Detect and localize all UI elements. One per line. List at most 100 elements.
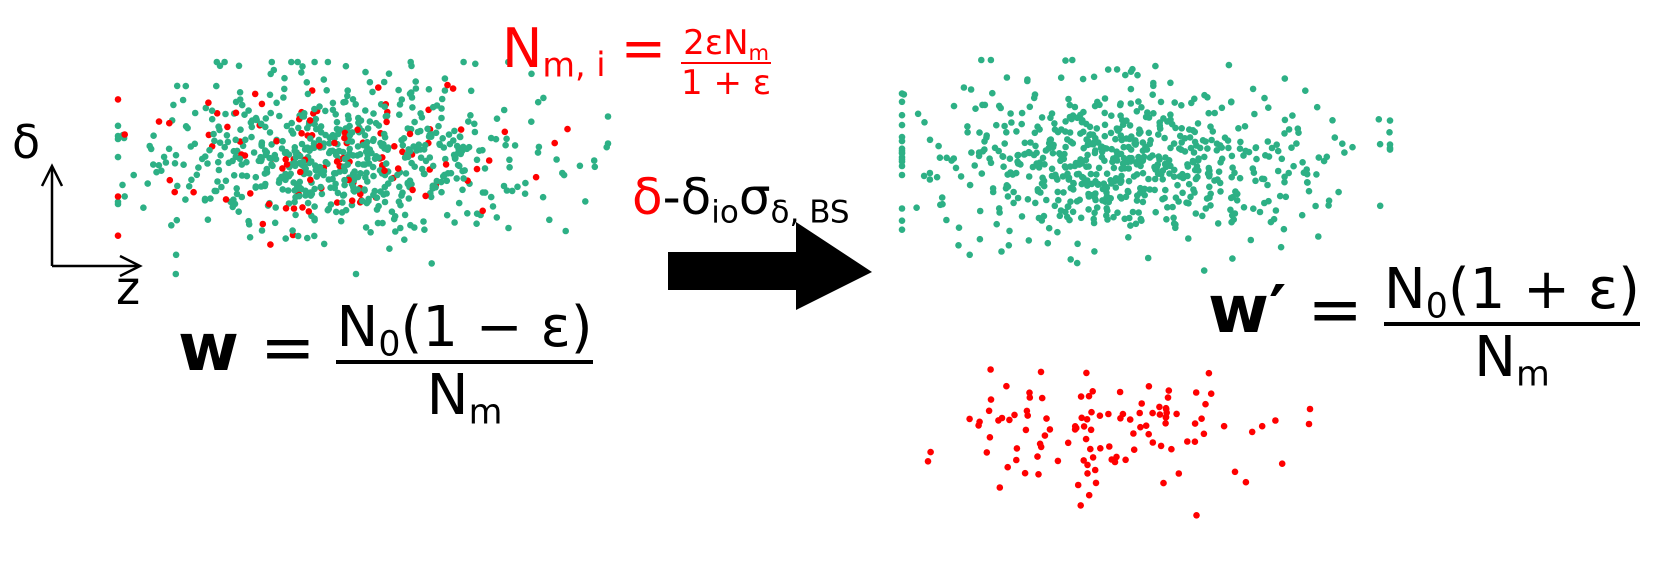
- inside-particle: [1133, 171, 1141, 178]
- inside-particle: [182, 196, 189, 203]
- inside-particle: [216, 139, 224, 146]
- inside-particle: [1098, 148, 1106, 156]
- inside-particle: [172, 270, 180, 278]
- inside-particle: [989, 89, 996, 97]
- inside-particle: [291, 198, 298, 206]
- inside-particle: [222, 177, 230, 185]
- inside-particle: [1268, 144, 1276, 152]
- inside-particle: [560, 171, 568, 179]
- right-eq-equals: =: [1307, 271, 1363, 348]
- inside-particle: [1273, 141, 1280, 148]
- inside-particle: [446, 140, 454, 148]
- inside-particle: [404, 125, 412, 132]
- inside-particle: [1189, 157, 1197, 165]
- inside-particle: [534, 98, 542, 106]
- inside-particle: [471, 128, 479, 136]
- inside-particle: [215, 166, 223, 174]
- outside-particle: [1054, 457, 1062, 465]
- outside-particle: [1084, 470, 1091, 477]
- inside-particle: [1113, 66, 1121, 73]
- inside-particle: [1103, 170, 1111, 177]
- outside-particle: [1116, 388, 1124, 396]
- inside-particle: [366, 78, 374, 86]
- inside-particle: [271, 219, 279, 227]
- inside-particle: [414, 128, 422, 136]
- inside-particle: [1001, 140, 1008, 147]
- inside-particle: [473, 156, 481, 164]
- inside-particle: [330, 170, 338, 177]
- inside-particle: [380, 78, 388, 86]
- inside-particle: [359, 141, 367, 149]
- inside-particle: [1169, 203, 1176, 211]
- inside-particle: [1185, 235, 1192, 242]
- inside-particle: [381, 134, 389, 141]
- inside-particle: [1145, 175, 1152, 183]
- inside-particle: [966, 181, 974, 189]
- outside-particle: [986, 434, 994, 441]
- inside-particle: [287, 170, 295, 178]
- inside-particle: [1224, 137, 1232, 144]
- inside-particle: [1127, 100, 1135, 107]
- inside-particle: [331, 184, 339, 192]
- inside-particle: [950, 102, 958, 110]
- inside-particle: [467, 112, 474, 119]
- inside-particle: [1062, 143, 1069, 151]
- inside-particle: [1216, 179, 1224, 187]
- inside-particle: [339, 148, 347, 156]
- top-eq-equals: =: [620, 17, 666, 80]
- inside-particle: [355, 119, 362, 127]
- inside-particle: [363, 169, 370, 177]
- inside-particle: [295, 192, 303, 200]
- inside-particle: [1305, 187, 1313, 195]
- inside-particle: [1253, 155, 1260, 163]
- inside-particle: [1006, 155, 1014, 162]
- inside-particle: [382, 113, 390, 120]
- inside-particle: [964, 123, 971, 130]
- inside-particle: [1103, 205, 1110, 212]
- inside-particle: [955, 224, 963, 231]
- inside-particle: [1134, 192, 1141, 199]
- inside-particle: [373, 194, 381, 201]
- outside-particle: [306, 117, 314, 124]
- outside-particle: [1096, 412, 1104, 420]
- inside-particle: [1170, 214, 1177, 222]
- inside-particle: [1010, 199, 1017, 207]
- inside-particle: [1298, 211, 1306, 219]
- right-eq-lhs: w′: [1208, 271, 1287, 348]
- inside-particle: [1186, 134, 1194, 141]
- outside-particle: [265, 200, 273, 208]
- inside-particle: [1105, 198, 1112, 206]
- inside-particle: [1024, 196, 1032, 203]
- outside-particle: [341, 129, 349, 137]
- inside-particle: [279, 186, 287, 193]
- inside-particle: [1172, 221, 1179, 228]
- inside-particle: [165, 145, 173, 153]
- inside-particle: [1349, 143, 1356, 151]
- inside-particle: [473, 220, 480, 227]
- inside-particle: [1112, 184, 1120, 191]
- inside-particle: [1227, 206, 1234, 214]
- inside-particle: [1118, 165, 1125, 172]
- inside-particle: [202, 104, 210, 112]
- inside-particle: [1037, 189, 1044, 196]
- inside-particle: [373, 206, 381, 213]
- inside-particle: [1312, 202, 1319, 210]
- inside-particle: [562, 227, 569, 235]
- outside-particle: [267, 241, 274, 248]
- inside-particle: [385, 70, 393, 77]
- inside-particle: [121, 193, 128, 200]
- outside-particle: [297, 168, 304, 176]
- inside-particle: [1234, 190, 1241, 198]
- inside-particle: [412, 78, 420, 85]
- inside-particle: [443, 177, 451, 185]
- inside-particle: [1335, 188, 1342, 196]
- inside-particle: [236, 155, 244, 163]
- inside-particle: [1207, 202, 1214, 209]
- inside-particle: [304, 199, 312, 207]
- inside-particle: [1386, 141, 1394, 148]
- inside-particle: [403, 151, 411, 158]
- inside-particle: [1018, 120, 1025, 128]
- inside-particle: [1014, 158, 1021, 165]
- inside-particle: [283, 148, 290, 156]
- inside-particle: [1151, 163, 1158, 171]
